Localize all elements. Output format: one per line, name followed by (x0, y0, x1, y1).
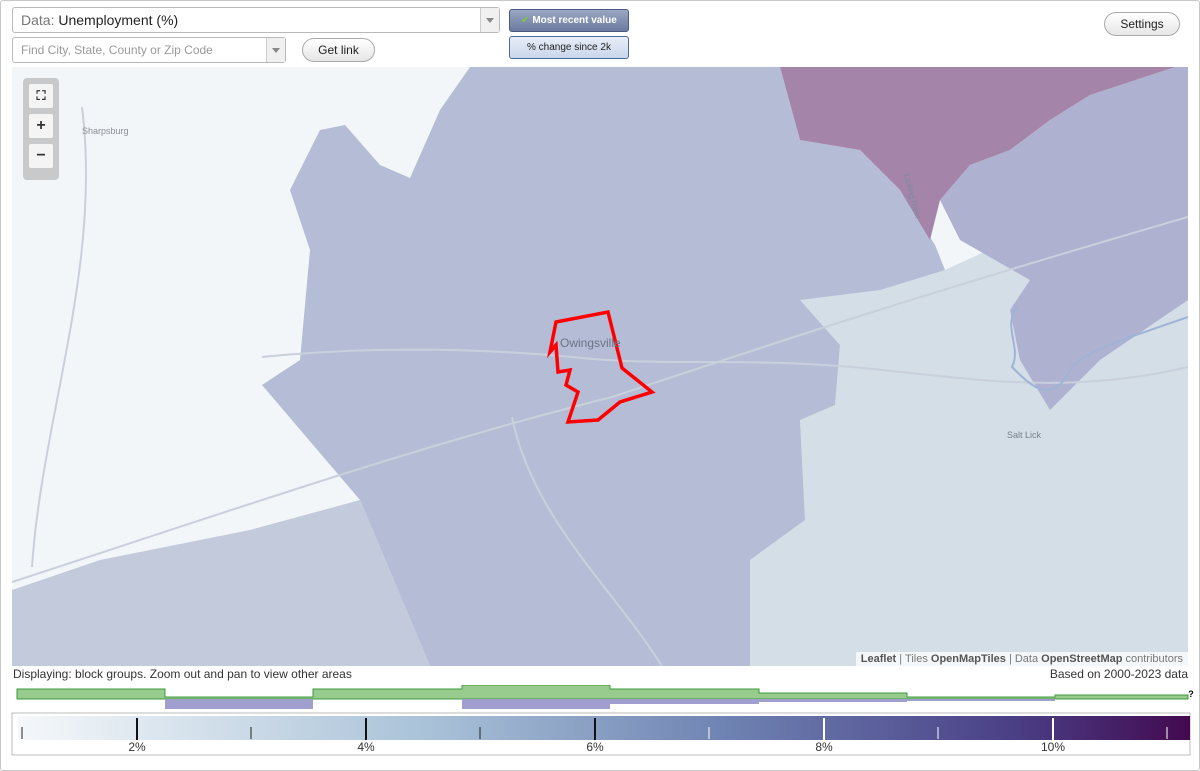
most-recent-toggle[interactable]: ✔ Most recent value (509, 9, 629, 32)
status-text: Based on 2000-2023 data (1049, 667, 1188, 681)
zoom-in[interactable]: + (29, 114, 53, 138)
status-text: Displaying: block groups. Zoom out and p… (13, 667, 352, 681)
search-box[interactable]: Find City, State, County or Zip Code (12, 37, 286, 63)
color-scale (18, 716, 1190, 740)
attr-text: | Tiles (899, 653, 928, 665)
histogram-baseline (17, 699, 1188, 709)
attr-link[interactable]: OpenStreetMap (1041, 653, 1123, 665)
help-icon[interactable]: ? (1188, 689, 1194, 699)
legend-label: 8% (815, 740, 833, 754)
fullscreen-button[interactable]: ⛶ (29, 84, 53, 108)
histogram-current (16, 685, 1189, 700)
legend: ? 2% 4% 6% 8% 10% (11, 685, 1194, 756)
search-placeholder: Find City, State, County or Zip Code (21, 43, 213, 57)
data-value: Unemployment (%) (58, 12, 179, 28)
data-prefix: Data: (21, 12, 55, 28)
attr-text: | Data (1008, 653, 1039, 665)
dropdown-arrow[interactable] (266, 38, 285, 62)
attribution: Leaflet | Tiles OpenMapTiles | Data Open… (855, 652, 1188, 666)
region (940, 67, 1188, 410)
data-select[interactable]: Data: Unemployment (%) (12, 7, 500, 33)
river (1010, 306, 1188, 391)
region (12, 500, 430, 666)
place-label: Sharpsburg (82, 126, 129, 136)
attr-text: contributors (1125, 653, 1183, 665)
map[interactable]: Sharpsburg Owingsville Salt Lick Licking… (12, 67, 1188, 666)
dropdown-arrow[interactable] (480, 8, 499, 32)
legend-label: 6% (586, 740, 604, 754)
change-toggle[interactable]: % change since 2k (509, 36, 629, 59)
get-link-button[interactable]: Get link (302, 38, 375, 62)
legend-label: 2% (128, 740, 146, 754)
zoom-out[interactable]: − (29, 144, 53, 168)
legend-label: 4% (357, 740, 375, 754)
most-recent-label: Most recent value (532, 15, 617, 26)
region (780, 67, 1175, 240)
attr-link[interactable]: Leaflet (860, 653, 897, 665)
place-label: Salt Lick (1007, 430, 1042, 440)
settings-button[interactable]: Settings (1104, 12, 1180, 36)
selected-area (546, 309, 656, 424)
minor-ticks (21, 727, 1168, 739)
place-label: Owingsville (560, 336, 621, 350)
check-icon: ✔ (521, 15, 530, 26)
attr-link[interactable]: OpenMapTiles (930, 653, 1006, 665)
roads (12, 106, 1188, 666)
region (262, 67, 945, 666)
legend-label: 10% (1041, 740, 1065, 754)
